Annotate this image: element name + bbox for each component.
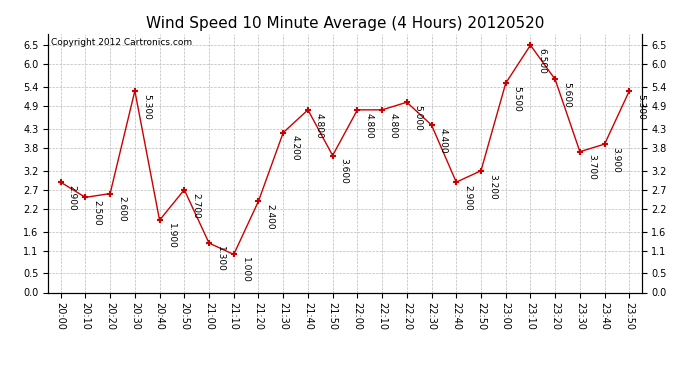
Text: 5.600: 5.600: [562, 82, 571, 108]
Text: 2.400: 2.400: [266, 204, 275, 230]
Text: 4.400: 4.400: [438, 128, 448, 153]
Text: 5.300: 5.300: [636, 94, 645, 120]
Text: Copyright 2012 Cartronics.com: Copyright 2012 Cartronics.com: [51, 38, 193, 46]
Text: 2.600: 2.600: [117, 196, 126, 222]
Text: 1.300: 1.300: [216, 246, 225, 272]
Text: 2.700: 2.700: [191, 192, 200, 218]
Text: 2.900: 2.900: [463, 185, 472, 211]
Text: 2.900: 2.900: [68, 185, 77, 211]
Text: 1.000: 1.000: [241, 257, 250, 283]
Text: 5.000: 5.000: [414, 105, 423, 131]
Text: 3.900: 3.900: [611, 147, 620, 173]
Text: 6.500: 6.500: [538, 48, 546, 74]
Title: Wind Speed 10 Minute Average (4 Hours) 20120520: Wind Speed 10 Minute Average (4 Hours) 2…: [146, 16, 544, 31]
Text: 3.200: 3.200: [488, 174, 497, 199]
Text: 4.800: 4.800: [389, 112, 398, 138]
Text: 4.800: 4.800: [364, 112, 373, 138]
Text: 4.800: 4.800: [315, 112, 324, 138]
Text: 1.900: 1.900: [166, 223, 175, 249]
Text: 5.500: 5.500: [513, 86, 522, 112]
Text: 3.700: 3.700: [586, 154, 596, 180]
Text: 2.500: 2.500: [92, 200, 101, 226]
Text: 3.600: 3.600: [339, 158, 348, 184]
Text: 5.300: 5.300: [141, 94, 151, 120]
Text: 4.200: 4.200: [290, 135, 299, 161]
